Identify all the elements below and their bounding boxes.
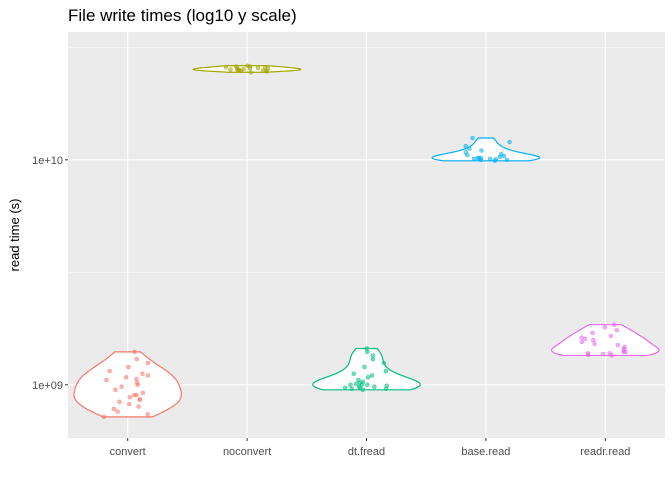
x-tick-label: readr.read	[580, 446, 630, 458]
point-readr.read	[608, 333, 614, 339]
point-convert	[107, 368, 112, 374]
point-convert	[126, 364, 131, 370]
point-base.read	[493, 157, 499, 162]
point-base.read	[471, 156, 477, 162]
chart-title: File write times (log10 y scale)	[68, 6, 297, 25]
x-tick-label: base.read	[461, 446, 510, 458]
point-noconvert	[262, 65, 268, 70]
point-convert	[123, 375, 129, 380]
point-readr.read	[622, 344, 628, 350]
violin-readr.read	[550, 324, 660, 357]
point-dt.fread	[362, 364, 367, 370]
point-dt.fread	[370, 353, 376, 358]
point-base.read	[504, 157, 510, 163]
point-convert	[132, 349, 137, 355]
point-dt.fread	[383, 368, 389, 374]
point-base.read	[463, 143, 468, 149]
point-convert	[131, 392, 137, 398]
point-readr.read	[614, 327, 620, 333]
point-readr.read	[602, 325, 608, 330]
point-readr.read	[592, 341, 597, 347]
point-convert	[140, 371, 145, 376]
y-axis: 1e+09 1e+10	[32, 155, 68, 392]
point-dt.fread	[356, 377, 361, 383]
point-convert	[101, 414, 107, 420]
point-base.read	[498, 151, 504, 157]
violin-convert	[73, 351, 183, 418]
x-tick-label: dt.fread	[348, 446, 385, 458]
point-base.read	[479, 148, 484, 153]
point-dt.fread	[364, 346, 369, 351]
point-dt.fread	[370, 356, 376, 362]
point-convert	[136, 404, 141, 409]
point-noconvert	[241, 66, 246, 72]
point-dt.fread	[384, 383, 390, 389]
point-convert	[137, 397, 143, 402]
point-base.read	[478, 155, 483, 161]
point-noconvert	[234, 64, 239, 69]
point-convert	[140, 390, 146, 396]
point-base.read	[487, 156, 493, 162]
point-dt.fread	[349, 386, 355, 392]
point-dt.fread	[372, 384, 377, 390]
point-noconvert	[248, 70, 254, 75]
point-noconvert	[245, 63, 250, 68]
point-convert	[145, 373, 151, 378]
y-tick-label: 1e+10	[32, 155, 63, 167]
point-noconvert	[223, 64, 229, 70]
y-axis-label: read time (s)	[7, 199, 22, 272]
point-dt.fread	[360, 379, 366, 385]
point-convert	[134, 356, 139, 362]
point-convert	[104, 377, 109, 383]
point-convert	[115, 409, 120, 414]
point-base.read	[467, 146, 472, 152]
point-readr.read	[585, 351, 591, 356]
x-tick-label: convert	[110, 446, 146, 458]
point-readr.read	[591, 337, 596, 343]
point-base.read	[470, 135, 475, 141]
point-base.read	[463, 150, 468, 155]
x-tick-label: noconvert	[223, 446, 271, 458]
point-base.read	[507, 139, 512, 145]
point-convert	[134, 376, 139, 382]
point-convert	[127, 395, 132, 400]
point-dt.fread	[381, 360, 387, 366]
violin-base.read	[431, 137, 541, 162]
point-dt.fread	[364, 382, 370, 388]
point-convert	[145, 411, 151, 417]
jitter-points	[101, 63, 628, 420]
point-dt.fread	[342, 385, 348, 391]
point-convert	[134, 380, 140, 386]
point-readr.read	[607, 351, 612, 356]
point-readr.read	[579, 335, 584, 340]
point-readr.read	[601, 351, 606, 357]
y-tick-label: 1e+09	[32, 380, 63, 392]
violins	[73, 65, 660, 418]
point-convert	[127, 401, 132, 407]
violin-dt.fread	[312, 347, 421, 391]
point-noconvert	[255, 65, 261, 71]
point-convert	[117, 399, 122, 405]
point-convert	[111, 406, 117, 412]
point-dt.fread	[348, 382, 353, 388]
point-dt.fread	[369, 373, 375, 378]
point-noconvert	[228, 67, 233, 72]
point-convert	[145, 360, 151, 366]
point-convert	[119, 384, 124, 390]
point-readr.read	[615, 342, 621, 348]
point-readr.read	[579, 339, 585, 345]
x-axis: convert noconvert dt.fread base.read readr.r…	[110, 438, 630, 458]
point-readr.read	[590, 330, 595, 336]
point-dt.fread	[351, 371, 357, 376]
point-dt.fread	[353, 381, 359, 387]
point-readr.read	[612, 322, 617, 327]
point-dt.fread	[365, 375, 371, 380]
point-convert	[113, 387, 118, 393]
